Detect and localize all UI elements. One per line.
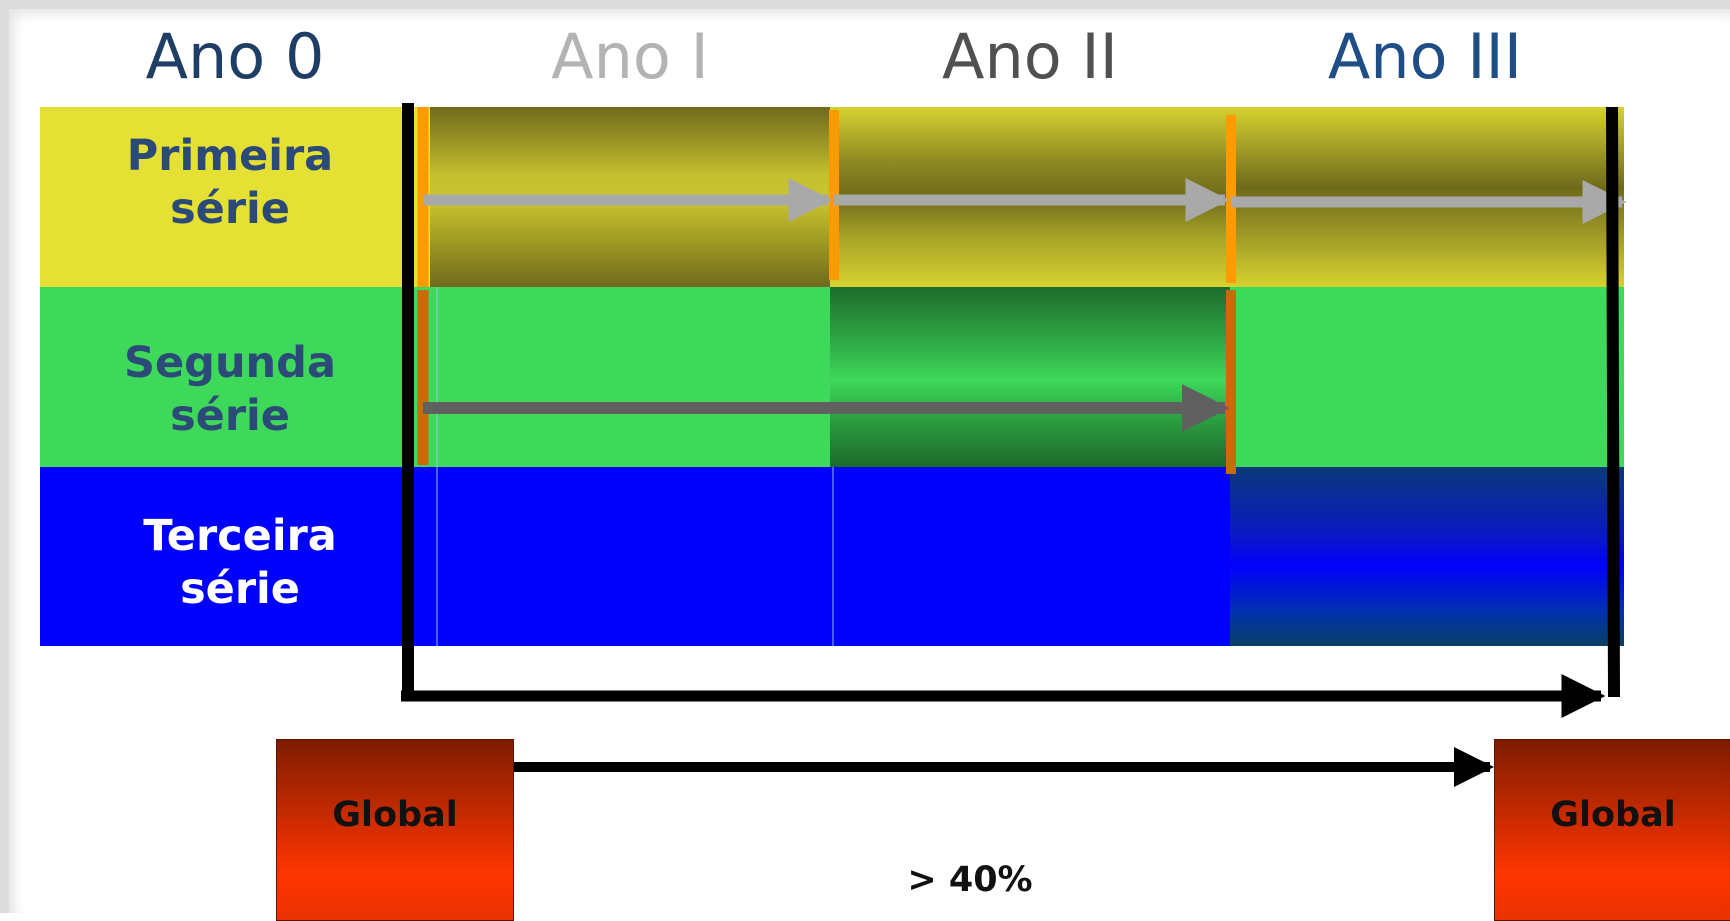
row-label-line1: Segunda — [124, 338, 336, 388]
column-header-ano-ii: Ano II — [942, 20, 1118, 93]
end-line — [1606, 106, 1620, 698]
global-label: Global — [1550, 795, 1676, 835]
row-label-line2: série — [170, 391, 290, 441]
threshold-label: > 40% — [907, 860, 1033, 900]
global-box-start: Global — [276, 739, 514, 921]
column-header-ano-iii: Ano III — [1327, 20, 1523, 93]
column-header-ano-i: Ano I — [551, 20, 709, 93]
row-label-line2: série — [180, 564, 300, 614]
row-label-terceira-serie: Terceira série — [50, 510, 430, 616]
column-header-ano-0: Ano 0 — [145, 20, 325, 93]
cell-terceira-ano-iii — [1230, 467, 1624, 646]
global-label: Global — [332, 795, 458, 835]
global-box-end: Global — [1494, 739, 1730, 921]
row-label-line1: Primeira — [126, 131, 334, 181]
row-label-segunda-serie: Segunda série — [40, 337, 420, 443]
row-label-primeira-serie: Primeira série — [40, 130, 420, 236]
row-label-line1: Terceira — [143, 511, 337, 561]
row-label-line2: série — [170, 184, 290, 234]
cell-segunda-ano-ii — [830, 287, 1230, 467]
